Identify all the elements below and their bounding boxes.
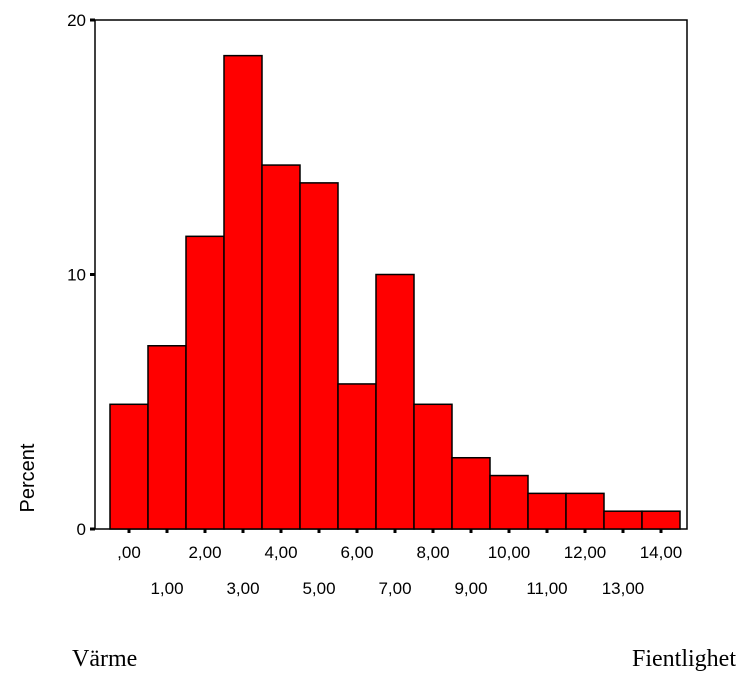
x-tick-label-0: ,00 [117, 543, 141, 562]
bar-11 [527, 492, 567, 530]
bars-group [109, 54, 681, 530]
x-ticks-group: ,001,002,003,004,005,006,007,008,009,001… [117, 529, 682, 598]
x-tick-label-13: 13,00 [602, 579, 645, 598]
bar-0 [109, 403, 149, 530]
x-tick-label-8: 8,00 [416, 543, 449, 562]
y-tick-label-2: 20 [67, 11, 86, 30]
x-tick-label-11: 11,00 [526, 579, 567, 598]
bar-10 [489, 474, 529, 530]
y-ticks-group: 0 10 20 [67, 11, 95, 539]
x-tick-label-12: 12,00 [564, 543, 607, 562]
caption-right: Fientlighet [632, 646, 736, 672]
y-tick-label-0: 0 [77, 520, 86, 539]
bar-7 [375, 273, 415, 530]
bar-5 [299, 182, 339, 530]
bar-6 [337, 383, 377, 530]
x-tick-label-4: 4,00 [264, 543, 297, 562]
bar-2 [185, 235, 225, 530]
bar-1 [147, 345, 187, 530]
x-tick-label-9: 9,00 [454, 579, 487, 598]
x-tick-label-7: 7,00 [378, 579, 411, 598]
bar-13 [603, 510, 643, 530]
x-tick-label-6: 6,00 [340, 543, 373, 562]
bar-14 [641, 510, 681, 530]
x-tick-label-14: 14,00 [640, 543, 683, 562]
x-tick-label-3: 3,00 [226, 579, 259, 598]
bar-4 [261, 164, 301, 530]
y-tick-label-1: 10 [67, 266, 86, 285]
x-tick-label-1: 1,00 [150, 579, 183, 598]
x-tick-label-5: 5,00 [302, 579, 335, 598]
x-tick-label-2: 2,00 [188, 543, 221, 562]
x-tick-label-10: 10,00 [488, 543, 531, 562]
bar-3 [223, 54, 263, 530]
bar-12 [565, 492, 605, 530]
caption-left: Värme [72, 646, 137, 672]
bar-9 [451, 456, 491, 530]
y-axis-label: Percent [17, 443, 39, 512]
bar-8 [413, 403, 453, 530]
